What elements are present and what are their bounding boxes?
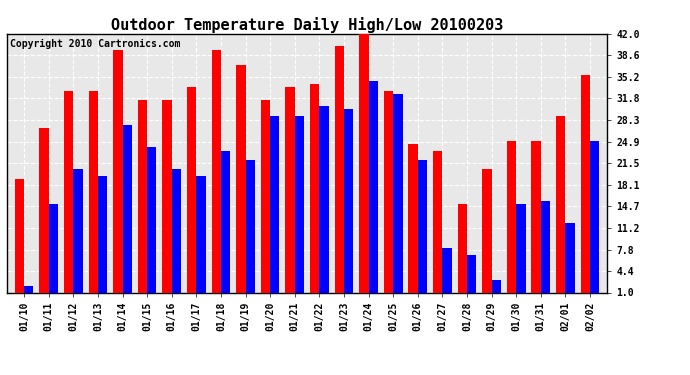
Bar xyxy=(408,144,417,299)
Bar xyxy=(319,106,328,299)
Bar xyxy=(286,87,295,299)
Bar xyxy=(221,150,230,299)
Bar xyxy=(14,179,24,299)
Bar xyxy=(113,50,123,299)
Bar xyxy=(531,141,541,299)
Bar xyxy=(261,100,270,299)
Bar xyxy=(335,46,344,299)
Bar xyxy=(384,90,393,299)
Bar xyxy=(147,147,157,299)
Bar xyxy=(197,176,206,299)
Bar xyxy=(88,90,98,299)
Bar xyxy=(310,84,319,299)
Bar xyxy=(580,75,590,299)
Bar xyxy=(368,81,378,299)
Bar xyxy=(556,116,565,299)
Bar xyxy=(295,116,304,299)
Bar xyxy=(541,201,550,299)
Bar xyxy=(123,125,132,299)
Bar xyxy=(516,204,526,299)
Bar xyxy=(246,160,255,299)
Bar xyxy=(491,280,501,299)
Bar xyxy=(393,94,402,299)
Bar xyxy=(467,255,476,299)
Bar xyxy=(64,90,73,299)
Bar xyxy=(417,160,427,299)
Bar xyxy=(172,170,181,299)
Bar xyxy=(457,204,467,299)
Title: Outdoor Temperature Daily High/Low 20100203: Outdoor Temperature Daily High/Low 20100… xyxy=(111,16,503,33)
Bar xyxy=(482,170,491,299)
Bar xyxy=(507,141,516,299)
Text: Copyright 2010 Cartronics.com: Copyright 2010 Cartronics.com xyxy=(10,39,180,49)
Bar xyxy=(590,141,600,299)
Bar xyxy=(49,204,58,299)
Bar xyxy=(98,176,107,299)
Bar xyxy=(24,286,34,299)
Bar xyxy=(73,170,83,299)
Bar xyxy=(565,223,575,299)
Bar xyxy=(187,87,197,299)
Bar xyxy=(162,100,172,299)
Bar xyxy=(433,150,442,299)
Bar xyxy=(344,110,353,299)
Bar xyxy=(39,128,49,299)
Bar xyxy=(359,31,368,299)
Bar xyxy=(138,100,147,299)
Bar xyxy=(212,50,221,299)
Bar xyxy=(270,116,279,299)
Bar xyxy=(236,65,246,299)
Bar xyxy=(442,248,452,299)
